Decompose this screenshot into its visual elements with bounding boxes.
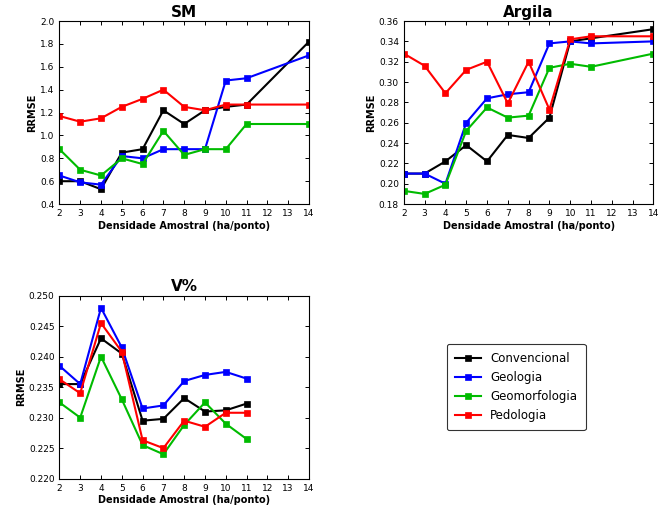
Y-axis label: RRMSE: RRMSE bbox=[366, 94, 376, 132]
X-axis label: Densidade Amostral (ha/ponto): Densidade Amostral (ha/ponto) bbox=[98, 221, 270, 231]
Title: V%: V% bbox=[171, 279, 198, 295]
X-axis label: Densidade Amostral (ha/ponto): Densidade Amostral (ha/ponto) bbox=[443, 221, 614, 231]
Y-axis label: RRMSE: RRMSE bbox=[27, 94, 38, 132]
Title: SM: SM bbox=[171, 5, 197, 20]
Title: Argila: Argila bbox=[504, 5, 554, 20]
Y-axis label: RRMSE: RRMSE bbox=[16, 368, 26, 406]
Legend: Convencional, Geologia, Geomorfologia, Pedologia: Convencional, Geologia, Geomorfologia, P… bbox=[447, 344, 585, 430]
X-axis label: Densidade Amostral (ha/ponto): Densidade Amostral (ha/ponto) bbox=[98, 495, 270, 505]
